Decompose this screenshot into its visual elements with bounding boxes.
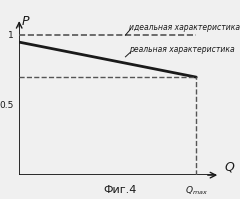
Text: реальная характеристика: реальная характеристика: [129, 45, 234, 54]
Text: Фиг.4: Фиг.4: [103, 185, 137, 195]
Text: P: P: [22, 15, 29, 28]
Text: 1: 1: [8, 31, 14, 40]
Text: 0.5: 0.5: [0, 101, 14, 110]
Text: идеальная характеристика: идеальная характеристика: [129, 23, 240, 32]
Text: Q: Q: [224, 161, 234, 174]
Text: $Q_{max}$: $Q_{max}$: [185, 184, 208, 197]
